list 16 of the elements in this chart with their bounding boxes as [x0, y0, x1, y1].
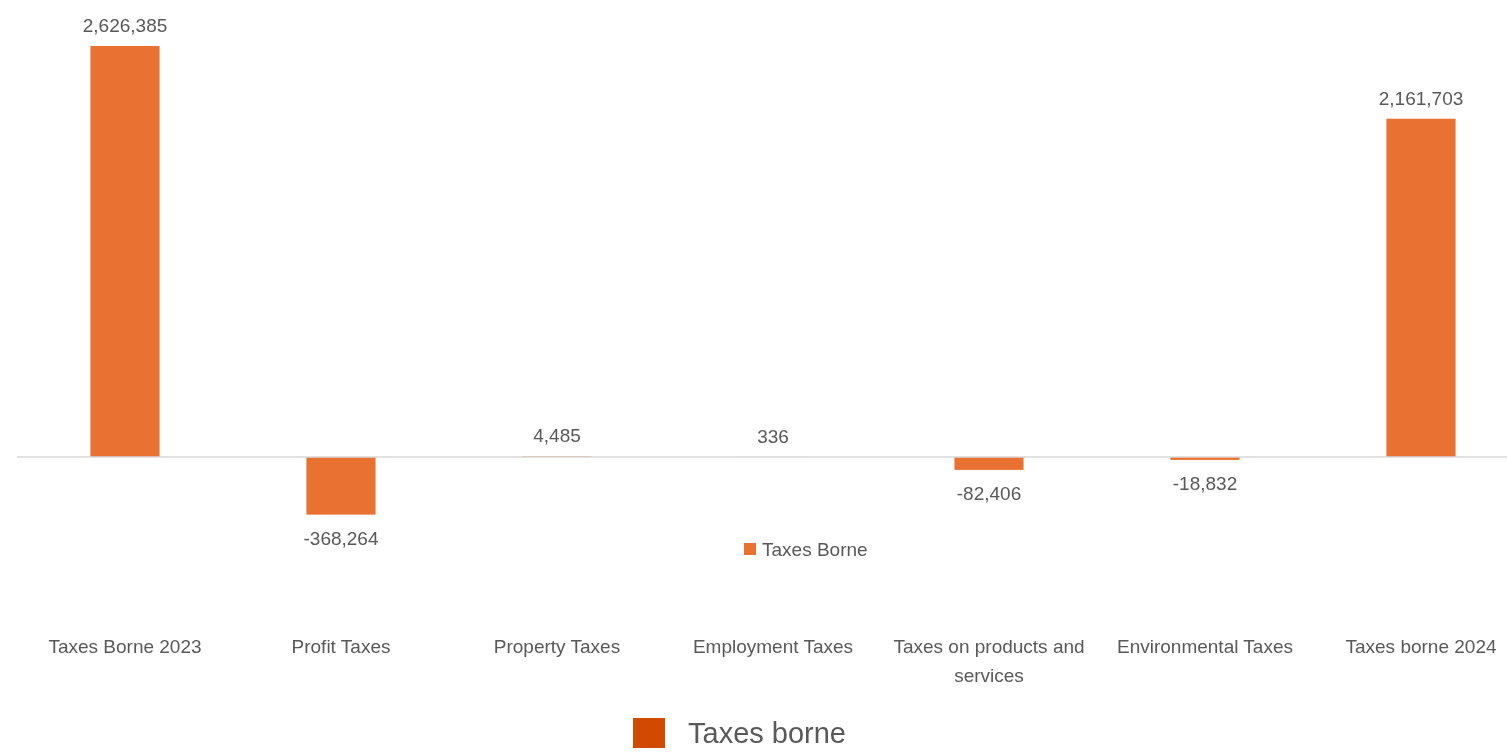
x-tick-label: Taxes on products and services	[893, 636, 1085, 686]
data-label: 2,161,703	[1378, 87, 1464, 109]
legend-label: Taxes Borne	[762, 539, 868, 560]
data-label: -18,832	[1172, 472, 1238, 494]
data-label: 4,485	[533, 425, 581, 447]
x-tick-label: Taxes borne 2024	[1345, 636, 1497, 657]
x-tick-label: Profit Taxes	[291, 636, 391, 657]
x-tick-label: Environmental Taxes	[1116, 636, 1294, 657]
legend-label: Taxes borne	[688, 717, 846, 749]
data-label: -368,264	[303, 527, 379, 549]
x-tick-label: Taxes Borne 2023	[48, 636, 202, 657]
data-label: -82,406	[956, 482, 1022, 504]
x-tick-label: Property Taxes	[493, 636, 621, 657]
data-label: 2,626,385	[82, 15, 168, 36]
x-tick-label: Employment Taxes	[692, 636, 854, 657]
data-label: 336	[757, 425, 789, 447]
